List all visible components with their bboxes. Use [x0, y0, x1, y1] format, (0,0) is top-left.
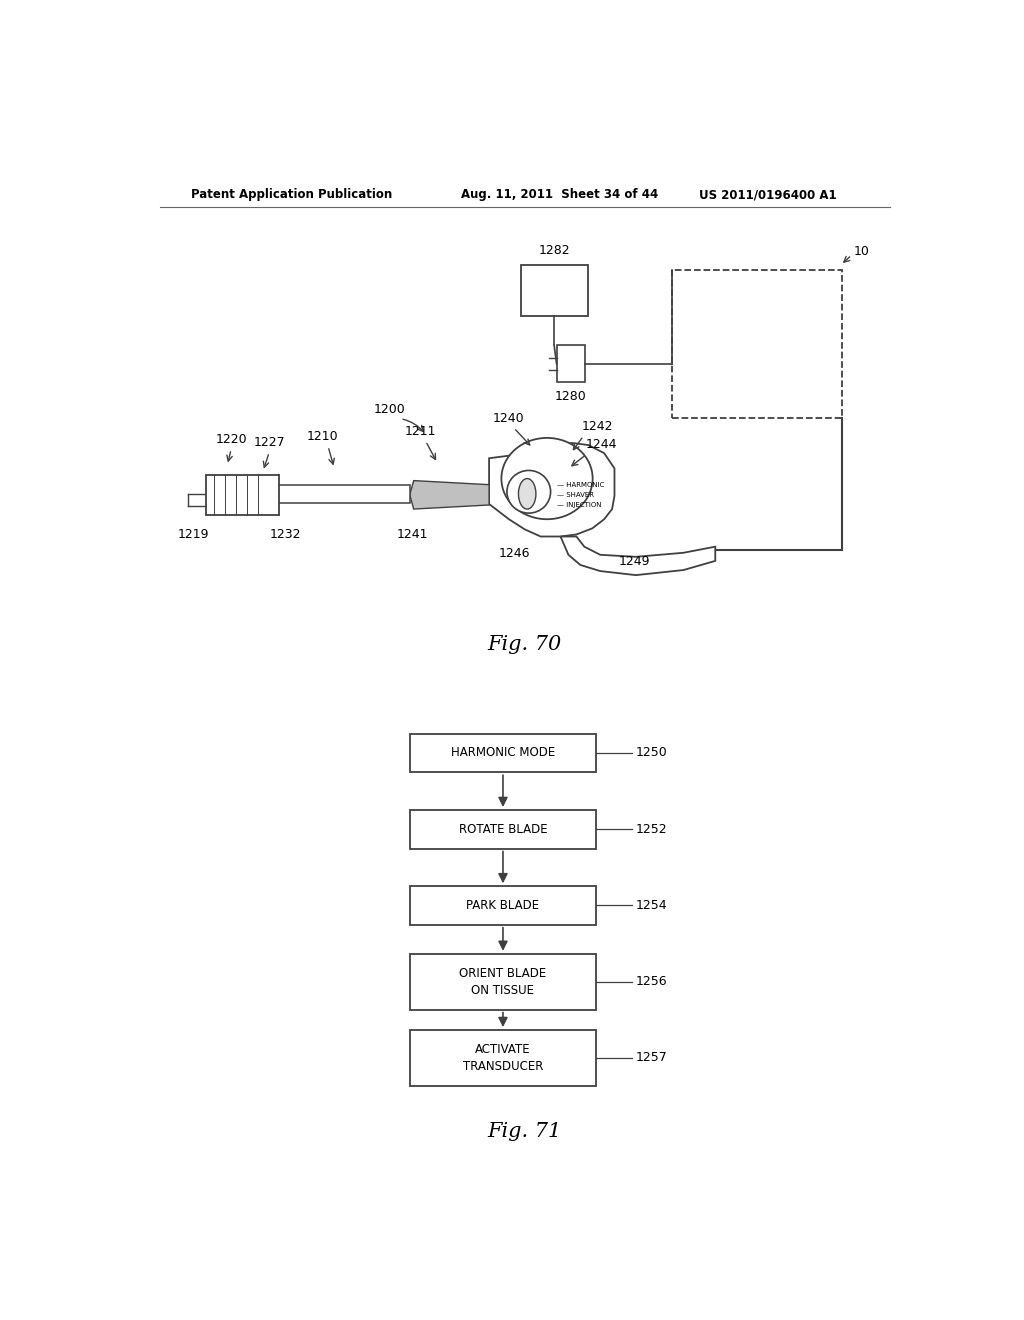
Text: PARK BLADE: PARK BLADE: [466, 899, 540, 912]
Text: HARMONIC MODE: HARMONIC MODE: [451, 747, 555, 759]
Text: Patent Application Publication: Patent Application Publication: [191, 189, 393, 202]
Text: Aug. 11, 2011  Sheet 34 of 44: Aug. 11, 2011 Sheet 34 of 44: [461, 189, 658, 202]
Ellipse shape: [507, 470, 551, 513]
Text: 1210: 1210: [306, 430, 338, 444]
Text: 1244: 1244: [586, 438, 617, 451]
FancyBboxPatch shape: [410, 734, 596, 772]
Text: 1250: 1250: [636, 747, 668, 759]
Text: 1280: 1280: [555, 391, 587, 403]
Text: — SHAVER: — SHAVER: [557, 492, 594, 498]
Text: ROTATE BLADE: ROTATE BLADE: [459, 822, 547, 836]
PathPatch shape: [560, 536, 715, 576]
Text: 1200: 1200: [374, 403, 406, 416]
Text: 1256: 1256: [636, 975, 668, 989]
Text: 1220: 1220: [215, 433, 247, 446]
Text: 1242: 1242: [582, 420, 613, 433]
Ellipse shape: [518, 479, 536, 510]
Text: 1227: 1227: [254, 436, 285, 449]
Text: Fig. 70: Fig. 70: [487, 635, 562, 653]
FancyBboxPatch shape: [672, 271, 842, 417]
Text: US 2011/0196400 A1: US 2011/0196400 A1: [699, 189, 837, 202]
Text: 1257: 1257: [636, 1052, 668, 1064]
Text: 1240: 1240: [494, 412, 524, 425]
Text: 1219: 1219: [178, 528, 210, 541]
Text: 1254: 1254: [636, 899, 668, 912]
Text: 1249: 1249: [618, 554, 650, 568]
Text: 1241: 1241: [396, 528, 428, 541]
Ellipse shape: [502, 438, 593, 519]
PathPatch shape: [410, 480, 489, 510]
Text: — INJECTION: — INJECTION: [557, 502, 601, 508]
FancyBboxPatch shape: [557, 346, 585, 381]
Text: 1246: 1246: [499, 546, 530, 560]
Text: Fig. 71: Fig. 71: [487, 1122, 562, 1140]
FancyBboxPatch shape: [410, 954, 596, 1010]
Text: 1211: 1211: [404, 425, 436, 438]
Text: 10: 10: [854, 246, 870, 259]
Text: — HARMONIC: — HARMONIC: [557, 482, 604, 487]
Text: ORIENT BLADE
ON TISSUE: ORIENT BLADE ON TISSUE: [460, 966, 547, 997]
Text: ACTIVATE
TRANSDUCER: ACTIVATE TRANSDUCER: [463, 1043, 543, 1073]
FancyBboxPatch shape: [410, 1030, 596, 1086]
FancyBboxPatch shape: [274, 484, 410, 503]
Text: 1252: 1252: [636, 822, 668, 836]
FancyBboxPatch shape: [410, 886, 596, 925]
FancyBboxPatch shape: [206, 474, 279, 515]
Text: 1282: 1282: [539, 244, 570, 257]
FancyBboxPatch shape: [521, 265, 588, 315]
Text: 1232: 1232: [269, 528, 301, 541]
FancyBboxPatch shape: [410, 810, 596, 849]
PathPatch shape: [489, 444, 614, 536]
